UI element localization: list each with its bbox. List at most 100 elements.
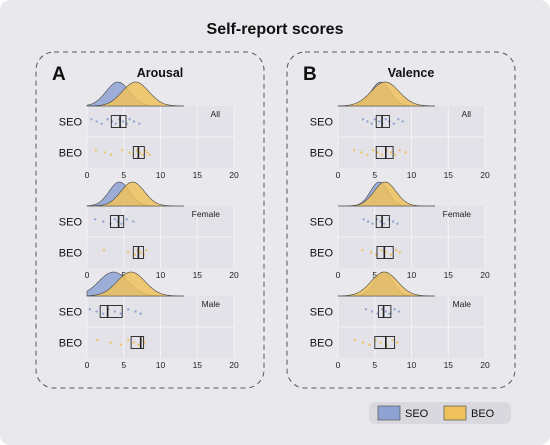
data-point [128, 118, 131, 121]
data-point [379, 341, 382, 344]
density-beo [87, 181, 184, 207]
box [375, 146, 394, 159]
panel-label: A [52, 64, 66, 85]
tick-label: 15 [444, 360, 454, 370]
data-point [379, 220, 382, 223]
data-point [127, 339, 130, 342]
data-point [366, 220, 370, 223]
data-point [360, 151, 363, 154]
tick-label: 5 [372, 270, 377, 280]
data-point [113, 218, 117, 221]
tick-label: 20 [229, 170, 239, 180]
data-point [372, 149, 375, 152]
data-point [127, 308, 130, 311]
tick-label: 0 [85, 360, 90, 370]
data-point [121, 149, 124, 152]
data-point [373, 118, 376, 121]
category-label: SEO [310, 217, 334, 229]
data-point [389, 151, 393, 154]
panel-label: B [303, 64, 317, 85]
data-point [121, 120, 125, 123]
tick-label: 15 [444, 270, 454, 280]
data-point [353, 339, 357, 342]
category-label: SEO [310, 307, 334, 319]
data-point [114, 122, 117, 125]
legend: SEO BEO [369, 402, 511, 424]
tick-label: 20 [229, 270, 239, 280]
data-point [383, 222, 386, 225]
category-label: BEO [310, 248, 334, 260]
subplot-label: Female [192, 209, 221, 219]
density-beo [87, 81, 184, 107]
data-point [132, 341, 136, 344]
panel-arousal: AArousalAllSEOBEO05101520FemaleSEOBEO051… [35, 51, 265, 389]
density-beo [86, 271, 184, 297]
tick-label: 0 [336, 270, 341, 280]
data-point [120, 222, 123, 225]
category-label: BEO [59, 338, 83, 350]
density-beo [338, 181, 435, 207]
data-point [88, 308, 92, 311]
data-point [398, 251, 401, 254]
panel-border [286, 51, 516, 389]
category-label: BEO [59, 148, 83, 160]
tick-label: 10 [407, 170, 417, 180]
data-point [368, 343, 371, 346]
box [376, 246, 394, 259]
box [130, 336, 145, 349]
tick-label: 15 [193, 360, 203, 370]
density-beo [337, 81, 436, 107]
data-point [397, 310, 401, 313]
data-point [376, 151, 379, 154]
subplot-label: All [211, 109, 221, 119]
data-point [391, 220, 395, 223]
data-point [119, 343, 123, 346]
tick-label: 20 [229, 360, 239, 370]
tick-label: 10 [407, 360, 417, 370]
data-point [378, 120, 381, 123]
data-point [398, 149, 401, 152]
data-point [369, 251, 373, 254]
box [374, 336, 396, 349]
data-point [362, 218, 365, 221]
category-label: SEO [59, 217, 83, 229]
tick-label: 10 [156, 360, 166, 370]
data-point [384, 251, 387, 254]
tick-label: 20 [480, 360, 490, 370]
data-point [134, 310, 137, 313]
data-point [146, 151, 149, 154]
tick-label: 0 [336, 360, 341, 370]
data-point [90, 118, 93, 121]
data-point [148, 153, 151, 156]
category-label: BEO [310, 338, 334, 350]
data-point [139, 312, 142, 315]
data-point [353, 149, 356, 152]
data-point [139, 251, 142, 254]
category-label: BEO [59, 248, 83, 260]
data-point [364, 308, 368, 311]
data-point [137, 343, 140, 346]
data-point [380, 153, 384, 156]
data-point [380, 249, 383, 252]
figure-title: Self-report scores [207, 21, 344, 38]
subplot-label: Female [443, 209, 472, 219]
data-point [404, 151, 407, 154]
tick-label: 10 [156, 170, 166, 180]
legend-box [369, 402, 511, 424]
data-point [103, 151, 106, 154]
tick-label: 5 [372, 170, 377, 180]
data-point [96, 339, 99, 342]
tick-label: 20 [480, 270, 490, 280]
data-point [141, 153, 145, 156]
panel-border [35, 51, 265, 389]
data-point [384, 310, 387, 313]
data-point [128, 151, 131, 154]
data-point [106, 118, 109, 121]
data-point [361, 118, 365, 121]
